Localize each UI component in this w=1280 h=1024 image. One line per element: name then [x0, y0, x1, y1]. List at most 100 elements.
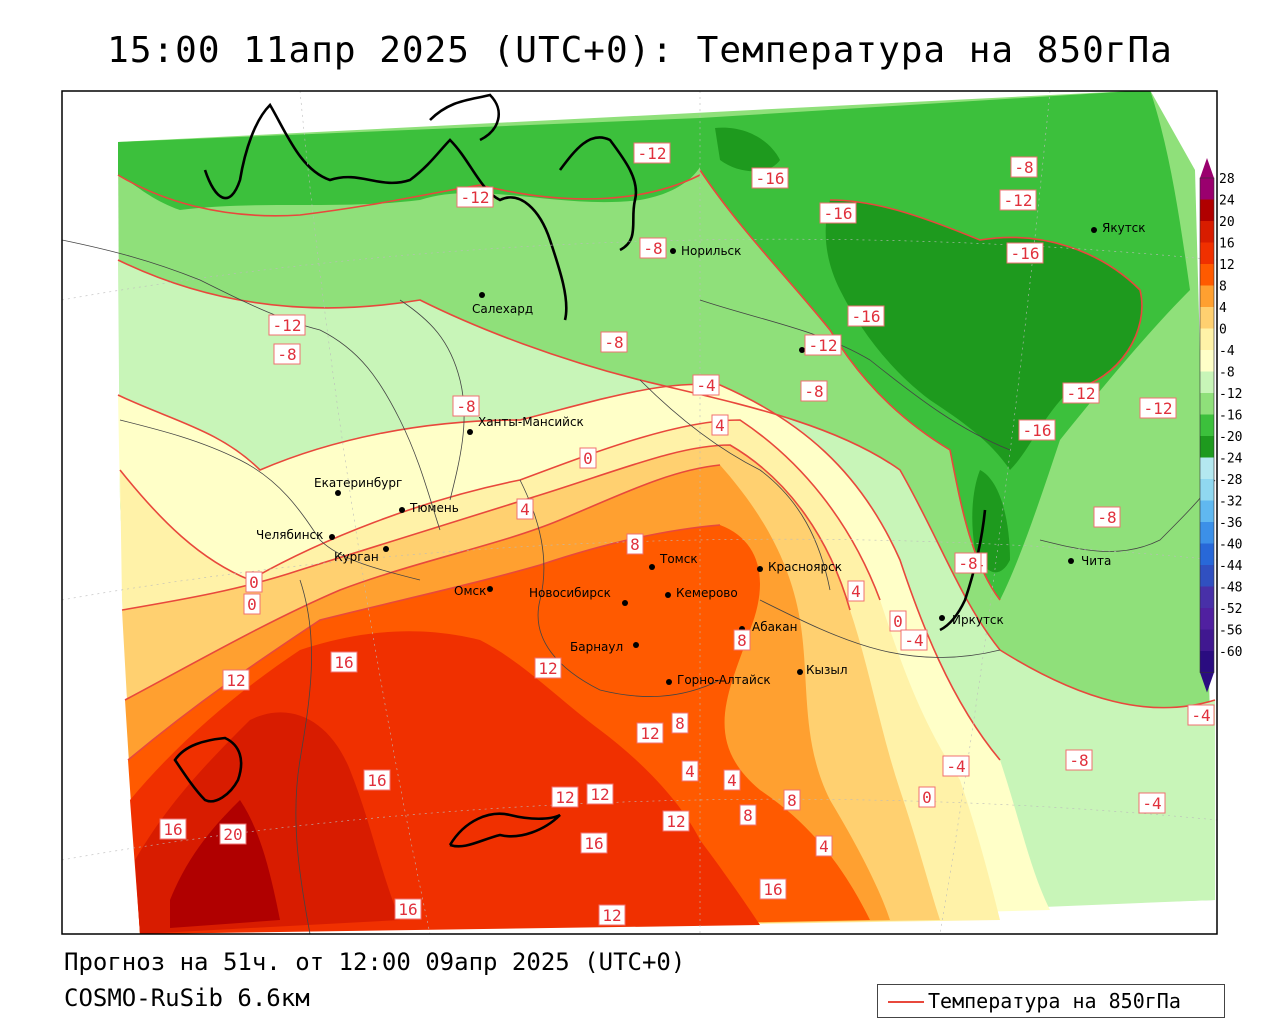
isotherm-label-box: [1018, 419, 1056, 441]
colorbar-label: -40: [1219, 538, 1242, 553]
legend-label: Температура на 850гПа: [928, 989, 1181, 1013]
isotherm-label: 8: [630, 535, 640, 554]
isotherm-label-box: [692, 374, 720, 396]
model-info: COSMO-RuSib 6.6км: [64, 984, 310, 1012]
forecast-info: Прогноз на 51ч. от 12:00 09апр 2025 (UTC…: [64, 948, 686, 976]
isotherm-label-box: [739, 804, 757, 826]
city-label: Кемерово: [676, 586, 738, 600]
city-label: Иркутск: [952, 613, 1004, 627]
isotherm-label: -16: [1023, 421, 1052, 440]
isotherm-label-box: [999, 189, 1037, 211]
isotherm-label: 16: [398, 900, 417, 919]
isotherm-label-box: [751, 167, 789, 189]
admin-borders: [62, 239, 1216, 934]
isotherm-label-box: [222, 669, 250, 691]
isotherm-label-box: [900, 629, 928, 651]
isotherm-label: -4: [1142, 794, 1161, 813]
isotherm-label: -4: [696, 376, 715, 395]
isotherm-label-box: [551, 786, 579, 808]
isotherm-label: -12: [1004, 191, 1033, 210]
isotherm-label-box: [819, 202, 857, 224]
city-marker: [665, 592, 671, 598]
city-marker: [622, 600, 628, 606]
city-label: Омск: [454, 584, 486, 598]
colorbar: 28 24 20 16 12 8 4 0 -4 -8 -12 -16 -20 -24 -28 -32 -36 -4…: [1199, 158, 1243, 693]
isotherm-label-box: [633, 142, 671, 164]
isotherm-label: -8: [804, 382, 823, 401]
colorbar-label: 12: [1219, 258, 1235, 273]
isotherm-label: -16: [824, 204, 853, 223]
city-label: Екатеринбург: [314, 476, 402, 490]
field-dark-green-baikal: [972, 470, 1010, 573]
isotherm-label: 12: [602, 906, 621, 925]
colorbar-label: -52: [1219, 602, 1242, 617]
isotherm-label: -16: [1011, 244, 1040, 263]
colorbar-swatch: [1200, 608, 1214, 630]
colorbar-swatch: [1200, 393, 1214, 415]
isotherm-label-box: [452, 395, 480, 417]
isotherm-label: -12: [1067, 384, 1096, 403]
colorbar-swatch: [1200, 436, 1214, 458]
colorbar-label: -28: [1219, 473, 1242, 488]
isotherm-label: 12: [640, 724, 659, 743]
isotherm-label: -12: [638, 144, 667, 163]
city-marker: [479, 292, 485, 298]
isotherm-labels-layer: -12 -12 -16 -16 -8 -12 -8 -16 -12 -8 -8 -8 -16 -12 -12…: [159, 142, 1215, 926]
map-frame: [61, 90, 1218, 935]
isotherm-label: 8: [737, 631, 747, 650]
isotherm-label-box: [954, 552, 982, 574]
colorbar-swatch: [1200, 264, 1214, 286]
city-label: Курган: [334, 550, 379, 564]
colorbar-swatch: [1200, 522, 1214, 544]
isotherm-label: 4: [715, 416, 725, 435]
colorbar-swatch: [1200, 479, 1214, 501]
isotherm-label-box: [394, 898, 422, 920]
colorbar-label: -44: [1219, 559, 1243, 574]
isotherm-label-box: [804, 334, 842, 356]
isotherm-label: -8: [604, 333, 623, 352]
isotherm-label: -12: [1144, 399, 1173, 418]
isotherm-label-box: [586, 783, 614, 805]
colorbar-label: -16: [1219, 409, 1242, 424]
colorbar-swatch: [1200, 307, 1214, 329]
city-marker: [1068, 558, 1074, 564]
isotherm-label-box: [219, 823, 247, 845]
city-label: Ханты-Мансийск: [478, 415, 584, 429]
field-dark-green-patch: [715, 127, 780, 172]
isotherm-label-box: [662, 810, 690, 832]
colorbar-label: -32: [1219, 495, 1242, 510]
city-marker: [633, 642, 639, 648]
isotherm-label: 12: [555, 788, 574, 807]
isotherm-label: 16: [584, 834, 603, 853]
colorbar-swatch: [1200, 328, 1214, 350]
isotherm-label-box: [733, 629, 751, 651]
field-darkest-red: [170, 800, 280, 928]
field-darkest-green: [825, 200, 1142, 470]
map-title: 15:00 11апр 2025 (UTC+0): Температура на…: [107, 30, 1173, 71]
isotherm-label-box: [918, 786, 936, 808]
legend: Температура на 850гПа: [877, 984, 1225, 1018]
isotherm-label: -8: [1014, 158, 1033, 177]
isotherm-label: 16: [367, 771, 386, 790]
isotherm-label-box: [245, 571, 263, 593]
city-marker: [467, 429, 473, 435]
isotherm-label-box: [1065, 749, 1093, 771]
colorbar-label: 0: [1219, 323, 1227, 338]
city-label: Чита: [1081, 554, 1111, 568]
city-marker: [329, 534, 335, 540]
isotherm-label: 16: [163, 820, 182, 839]
colorbar-swatch: [1200, 242, 1214, 264]
isotherm-label: -4: [946, 757, 965, 776]
isotherm-label: -16: [756, 169, 785, 188]
isotherm-label-box: [1093, 506, 1121, 528]
isotherm-label-box: [534, 657, 562, 679]
colorbar-swatch: [1200, 199, 1214, 221]
isotherm-label-box: [600, 331, 628, 353]
isotherm-label: -4: [904, 631, 923, 650]
city-marker: [335, 490, 341, 496]
city-marker: [666, 679, 672, 685]
colorbar-top-arrow: [1200, 158, 1214, 178]
city-marker: [383, 546, 389, 552]
colorbar-label: 4: [1219, 301, 1227, 316]
